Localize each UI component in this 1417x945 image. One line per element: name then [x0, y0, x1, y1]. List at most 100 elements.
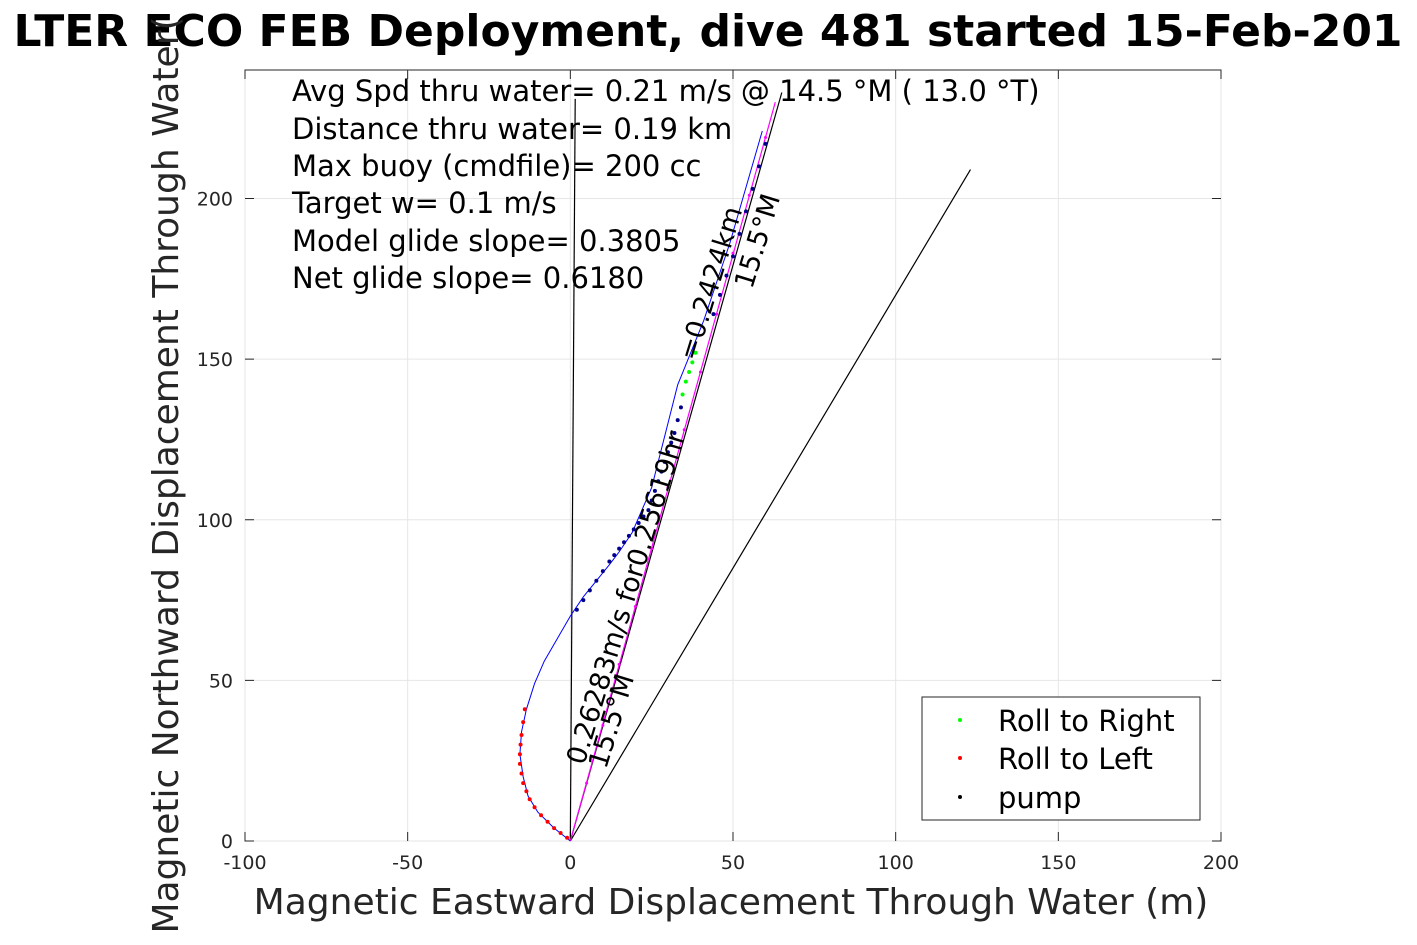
- pump-dot: [652, 488, 657, 493]
- roll-right-dot: [687, 369, 692, 374]
- legend-marker-roll-right: [958, 718, 962, 722]
- pump-dot: [675, 418, 680, 423]
- roll-left-dot: [517, 761, 522, 766]
- pump-dot: [649, 498, 654, 503]
- x-tick-label: 200: [1203, 852, 1239, 874]
- x-tick-label: 0: [564, 852, 576, 874]
- pump-dot: [731, 254, 735, 259]
- track-line: [519, 130, 763, 842]
- x-tick-label: 150: [1040, 852, 1076, 874]
- roll-left-dot: [521, 781, 526, 786]
- magenta-dot: [617, 662, 621, 666]
- pump-dot: [612, 553, 617, 558]
- magenta-dot: [601, 723, 605, 727]
- roll-left-dot: [532, 805, 537, 810]
- roll-left-dot: [517, 752, 522, 757]
- annotation-5: Model glide slope= 0.3805: [292, 224, 680, 258]
- pump-dot: [631, 527, 636, 532]
- pump-dot: [600, 569, 605, 574]
- track: [519, 130, 763, 842]
- legend-label-roll-left: Roll to Left: [998, 742, 1153, 776]
- roll-right-dot: [690, 360, 695, 365]
- pump-dot: [626, 533, 631, 538]
- roll-left-dot: [565, 835, 570, 840]
- pump-dot: [763, 141, 768, 146]
- legend-label-pump: pump: [998, 781, 1081, 815]
- magenta-dot: [764, 135, 768, 139]
- pump-dot: [757, 164, 762, 169]
- legend: Roll to Right Roll to Left pump: [921, 696, 1201, 821]
- magenta-dot: [715, 312, 719, 316]
- pump-dot: [672, 431, 677, 436]
- x-tick-label: 100: [878, 852, 914, 874]
- y-tick-label: 150: [197, 349, 233, 371]
- pump-dot: [659, 469, 664, 474]
- annotation-6: Net glide slope= 0.6180: [292, 261, 644, 295]
- y-tick-label: 200: [197, 189, 233, 211]
- legend-box: [921, 696, 1201, 821]
- pump-dot: [744, 209, 749, 214]
- legend-marker-roll-left: [958, 756, 962, 760]
- pump-dot: [641, 514, 646, 519]
- legend-marker-pump: [958, 795, 962, 799]
- annotation-2: Distance thru water= 0.19 km: [292, 112, 732, 146]
- magenta-dot: [698, 370, 702, 374]
- roll-left-dot: [519, 771, 524, 776]
- roll-right-dot: [683, 379, 688, 384]
- annotations: Avg Spd thru water= 0.21 m/s @ 14.5 °M (…: [291, 74, 1040, 295]
- pump-dot: [594, 578, 599, 583]
- roll-right-dot: [693, 350, 698, 355]
- pump-dot: [636, 520, 641, 525]
- annotation-3: Max buoy (cmdfile)= 200 cc: [292, 149, 701, 183]
- magenta-dot: [731, 251, 735, 255]
- guide-lines: [569, 92, 972, 842]
- guide-line-2: [569, 92, 783, 842]
- magenta-dot: [682, 428, 686, 432]
- annotation-1: Avg Spd thru water= 0.21 m/s @ 14.5 °M (…: [292, 74, 1040, 108]
- pump-dot: [662, 459, 667, 464]
- pump-dot: [656, 479, 661, 484]
- pump-dot: [581, 598, 586, 603]
- roll-left-dot: [545, 819, 550, 824]
- x-tick-label: -100: [223, 852, 266, 874]
- guide-line-1: [569, 98, 576, 842]
- pump-dot: [665, 450, 670, 455]
- roll-left-dot: [552, 826, 557, 831]
- pump-dot: [574, 607, 579, 612]
- pump-dot: [678, 405, 683, 410]
- pump-dot: [750, 186, 755, 191]
- pump-dot: [646, 508, 651, 513]
- guide-line-4: [569, 101, 776, 842]
- dots: [517, 135, 768, 840]
- x-tick-label: -50: [392, 852, 423, 874]
- roll-left-dot: [518, 742, 523, 747]
- roll-left-dot: [539, 813, 544, 818]
- pump-dot: [669, 440, 674, 445]
- roll-left-dot: [524, 789, 529, 794]
- pump-dot: [587, 588, 592, 593]
- roll-right-dot: [680, 392, 685, 397]
- tick-labels: -100 -50 0 50 100 150 200 0 50 100 150 200: [197, 189, 1239, 875]
- y-tick-label: 100: [197, 510, 233, 532]
- roll-left-dot: [522, 707, 527, 712]
- plot-area: -100 -50 0 50 100 150 200 0 50 100 150 200 Avg Spd …: [197, 69, 1239, 875]
- pump-dot: [737, 231, 742, 236]
- x-axis-label: Magnetic Eastward Displacement Through W…: [254, 882, 1209, 923]
- pump-dot: [622, 540, 627, 545]
- pump-dot: [717, 292, 722, 297]
- guide-line-3: [569, 169, 972, 842]
- legend-label-roll-right: Roll to Right: [998, 704, 1175, 738]
- magenta-dot: [666, 486, 670, 490]
- roll-left-dot: [558, 830, 563, 835]
- y-tick-label: 50: [209, 670, 233, 692]
- magenta-dot: [585, 781, 589, 785]
- ticks: [244, 70, 1222, 842]
- y-axis-label: Magnetic Northward Displacement Through …: [146, 16, 187, 933]
- magenta-dot: [747, 193, 751, 197]
- x-tick-label: 50: [721, 852, 745, 874]
- magenta-dot: [633, 604, 637, 608]
- magenta-dot: [650, 547, 654, 551]
- roll-left-dot: [519, 732, 524, 737]
- pump-dot: [607, 559, 612, 564]
